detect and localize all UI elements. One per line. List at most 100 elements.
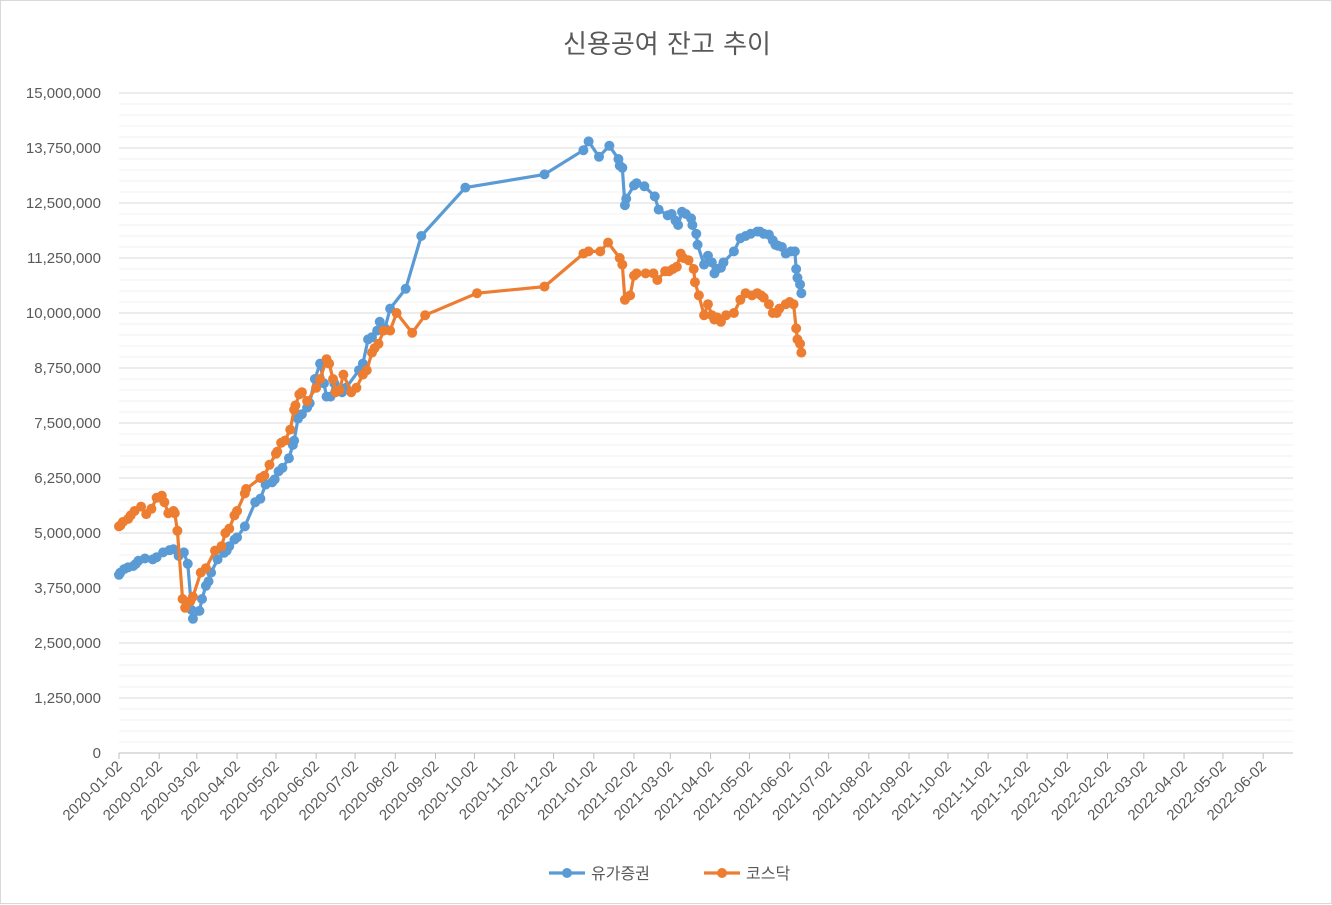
data-point [324, 358, 335, 369]
y-tick-label: 11,250,000 [27, 250, 101, 267]
data-point [416, 231, 427, 241]
data-point [625, 290, 636, 301]
data-point [593, 151, 604, 162]
data-point [688, 264, 699, 274]
data-point [328, 374, 339, 384]
data-point [302, 396, 313, 406]
y-axis-tick-labels: 0 1,250,000 2,500,000 3,750,000 5,000,000 6,2… [26, 85, 101, 762]
data-point [264, 459, 275, 470]
y-tick-label: 15,000,000 [26, 85, 101, 102]
data-point [631, 178, 642, 189]
data-point [639, 181, 650, 192]
y-tick-label: 5,000,000 [34, 525, 101, 542]
data-point [407, 327, 418, 338]
data-point [539, 281, 550, 292]
y-tick-label: 0 [93, 745, 101, 762]
data-point [224, 523, 235, 534]
data-point [702, 299, 713, 310]
data-point [595, 246, 606, 257]
data-point [311, 382, 322, 393]
data-point [699, 310, 710, 321]
data-point [296, 387, 307, 398]
data-point [640, 268, 651, 279]
legend-swatch-marker [717, 868, 727, 878]
data-point [578, 145, 589, 156]
series-layer [114, 136, 807, 624]
data-point [692, 239, 703, 250]
data-point [621, 193, 632, 204]
data-point [232, 506, 243, 516]
data-point [239, 521, 250, 532]
data-point [652, 275, 663, 285]
data-point [617, 162, 628, 173]
data-point [460, 182, 471, 193]
data-point [649, 191, 660, 202]
data-point [795, 279, 806, 290]
data-point [203, 576, 214, 587]
data-point [617, 259, 628, 270]
legend-item-2: 코스닥 [704, 864, 790, 883]
series-2 [114, 237, 807, 613]
x-axis: 2020-01-022020-02-022020-03-022020-04-02… [60, 752, 1293, 824]
data-point [289, 435, 300, 446]
data-point [373, 338, 384, 349]
y-tick-label: 2,500,000 [34, 635, 101, 652]
data-point [687, 220, 698, 230]
data-point [212, 554, 223, 565]
data-point [603, 237, 614, 248]
data-point [315, 374, 326, 384]
data-point [277, 462, 288, 473]
data-point [200, 563, 211, 574]
data-point [269, 474, 280, 485]
data-point [689, 277, 700, 288]
y-tick-label: 7,500,000 [34, 415, 101, 432]
data-point [691, 228, 702, 239]
data-point [259, 470, 270, 481]
data-point [683, 255, 694, 266]
data-point [583, 246, 594, 257]
data-point [671, 261, 682, 272]
data-point [583, 136, 594, 147]
data-point [334, 385, 345, 395]
data-point [187, 613, 198, 624]
data-point [791, 323, 802, 334]
data-point [653, 204, 664, 215]
data-point [351, 382, 362, 393]
y-tick-label: 10,000,000 [26, 305, 101, 322]
data-point [763, 299, 774, 310]
data-point [718, 257, 729, 268]
data-point [197, 594, 208, 604]
y-tick-label: 13,750,000 [26, 140, 101, 157]
data-point [178, 547, 189, 558]
data-point [796, 288, 807, 299]
data-point [241, 484, 252, 494]
y-tick-label: 1,250,000 [34, 690, 101, 707]
data-point [172, 525, 183, 536]
data-point [420, 310, 431, 321]
data-point [290, 400, 301, 411]
grid-lines [119, 92, 1293, 743]
data-point [791, 264, 802, 274]
data-point [699, 259, 710, 270]
data-point [728, 246, 739, 257]
y-tick-label: 6,250,000 [34, 470, 101, 487]
data-point [232, 532, 243, 543]
data-point [789, 246, 800, 257]
data-point [283, 453, 294, 464]
data-point [194, 605, 205, 616]
data-point [472, 288, 483, 299]
data-point [182, 558, 193, 569]
data-point [177, 594, 188, 604]
data-point [169, 508, 180, 519]
data-point [136, 501, 147, 512]
data-point [400, 283, 411, 294]
data-point [631, 268, 642, 279]
data-point [146, 503, 157, 514]
legend-item-1: 유가증권 [549, 864, 650, 883]
data-point [280, 435, 291, 446]
legend-label: 유가증권 [591, 864, 650, 883]
data-point [159, 497, 170, 508]
data-point [338, 369, 349, 380]
data-point [391, 308, 402, 318]
